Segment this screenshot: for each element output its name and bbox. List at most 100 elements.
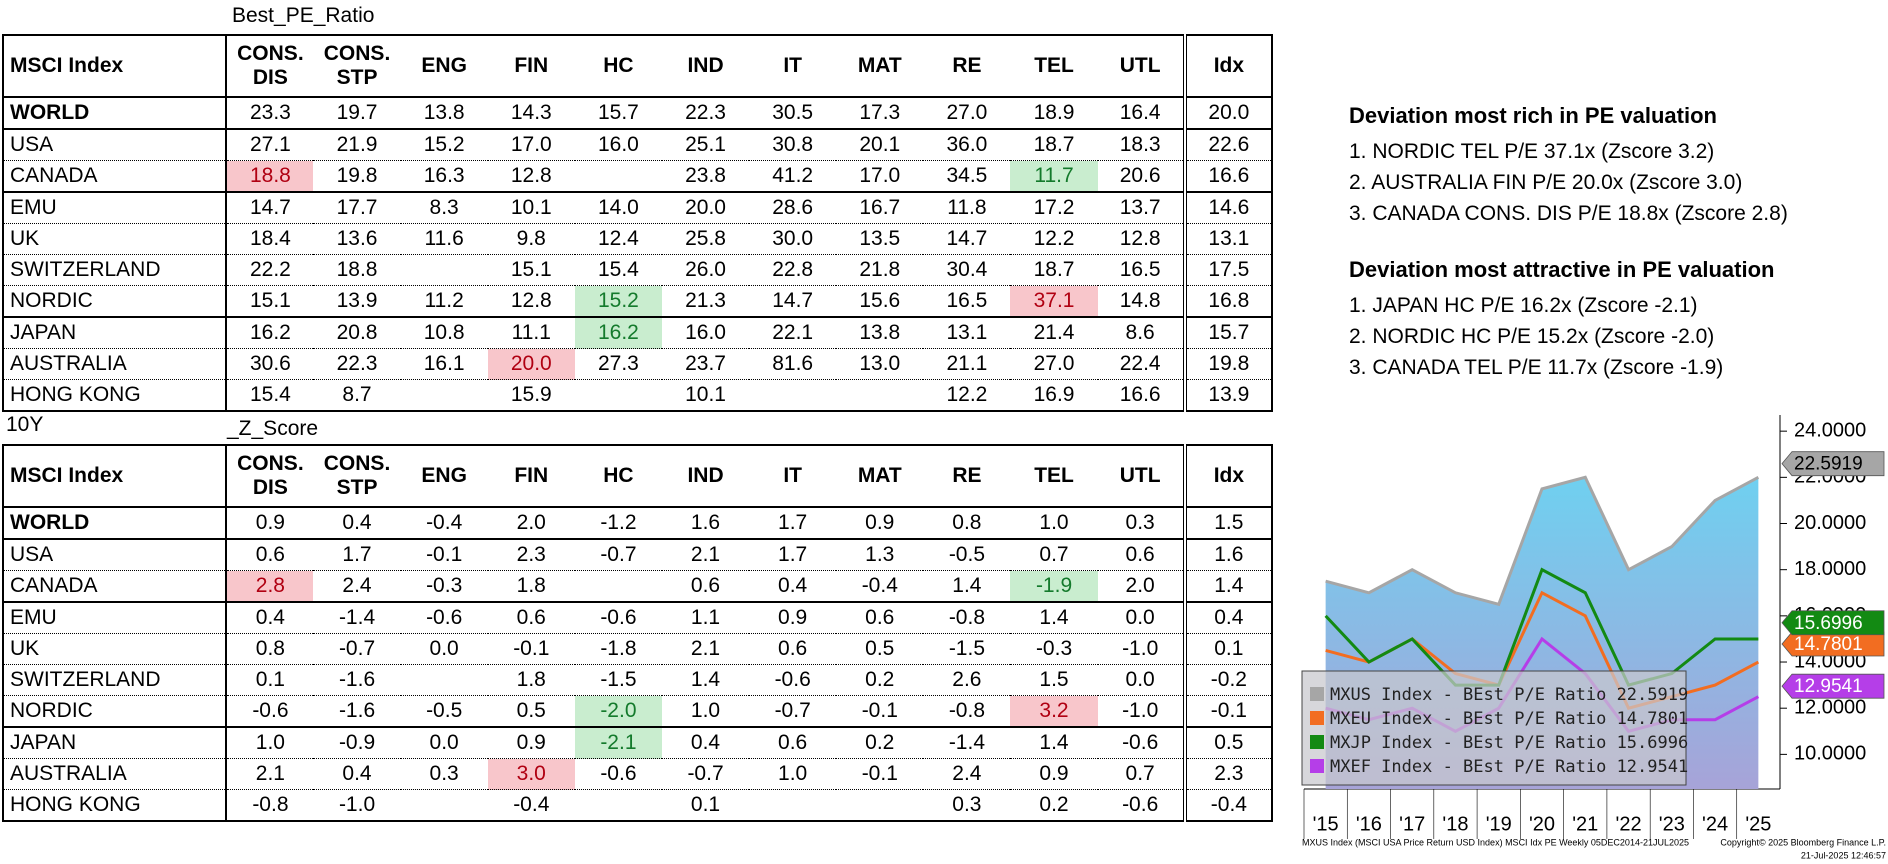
cell: 18.8 <box>313 254 401 286</box>
cell: -0.6 <box>749 664 837 696</box>
cell: 1.4 <box>1010 602 1098 634</box>
cell: 0.7 <box>1010 539 1098 571</box>
cell: -0.7 <box>313 633 401 665</box>
cell: 2.4 <box>313 570 401 603</box>
cell: 3.0 <box>487 758 575 790</box>
cell: 16.2 <box>574 317 662 349</box>
table-row: EMU 0.4 -1.4 -0.6 0.6 -0.6 1.1 0.9 0.6 -0.8 1.4 0.0… <box>3 602 1272 634</box>
cell <box>836 379 924 412</box>
pe-table: MSCI Index CONS. DIS CONS. STP ENG FIN HC IND I… <box>2 34 1273 412</box>
cell <box>574 379 662 412</box>
last-value-flag <box>1781 451 1885 477</box>
cell: 0.6 <box>836 602 924 634</box>
cell: 0.6 <box>487 602 575 634</box>
legend-label: MXEU Index - BEst P/E Ratio 14.7801 <box>1330 709 1688 729</box>
row-label: JAPAN <box>3 727 228 759</box>
cell: 0.0 <box>400 727 488 759</box>
last-value-flag <box>1781 631 1885 657</box>
cell: -1.6 <box>313 695 401 728</box>
cell: 13.9 <box>313 285 401 318</box>
cell: 1.8 <box>487 570 575 603</box>
cell: 1.7 <box>749 539 837 571</box>
cell <box>574 160 662 193</box>
x-tick-label: '20 <box>1529 813 1555 835</box>
cell: 13.8 <box>400 97 488 130</box>
cell: 17.0 <box>836 160 924 193</box>
row-label: HONG KONG <box>3 789 228 822</box>
cell: -0.1 <box>487 633 575 665</box>
cell: 2.1 <box>661 633 750 665</box>
cell: -0.1 <box>400 539 488 571</box>
cell: 15.9 <box>487 379 575 412</box>
cell: 0.0 <box>1097 602 1185 634</box>
cell: 15.4 <box>574 254 662 286</box>
cell: 0.6 <box>749 633 837 665</box>
cell: 10.8 <box>400 317 488 349</box>
cell: 14.8 <box>1097 285 1185 318</box>
cell: 0.8 <box>226 633 314 665</box>
cell: 12.8 <box>1097 223 1185 255</box>
cell: 1.6 <box>661 507 750 540</box>
cell: -1.9 <box>1010 570 1098 603</box>
cell <box>574 570 662 603</box>
cell: 16.0 <box>661 317 750 349</box>
cell: 0.9 <box>749 602 837 634</box>
cell: 1.0 <box>226 727 314 759</box>
cell: 22.2 <box>226 254 314 286</box>
y-tick-label: 18.0000 <box>1794 558 1866 580</box>
cell: 0.1 <box>1182 633 1272 665</box>
cell: 27.0 <box>923 97 1011 130</box>
cell: 14.3 <box>487 97 575 130</box>
cell: 11.1 <box>487 317 575 349</box>
cell: 12.2 <box>1010 223 1098 255</box>
column-header: CONS. STP <box>313 35 401 98</box>
cell: -1.6 <box>313 664 401 696</box>
cell: 19.8 <box>1182 348 1272 380</box>
cell: 16.8 <box>1182 285 1272 318</box>
cell: 21.3 <box>661 285 750 318</box>
y-tick-label: 10.0000 <box>1794 743 1866 765</box>
cell: 13.9 <box>1182 379 1272 412</box>
cell: -0.6 <box>226 695 314 728</box>
cell: 1.5 <box>1182 507 1272 540</box>
table-row: SWITZERLAND 22.2 18.8 15.1 15.4 26.0 22.8 21.8 3… <box>3 254 1272 286</box>
x-tick-label: '16 <box>1356 813 1382 835</box>
cell: -1.5 <box>574 664 662 696</box>
legend-label: MXUS Index - BEst P/E Ratio 22.5919 <box>1330 685 1688 705</box>
attractive-panel: Deviation most attractive in PE valuatio… <box>1349 257 1774 383</box>
cell: 20.1 <box>836 129 924 161</box>
cell: -0.4 <box>487 789 575 822</box>
row-label: JAPAN <box>3 317 228 349</box>
cell: 10.1 <box>487 192 575 224</box>
column-header: HC <box>574 35 662 98</box>
cell: 0.2 <box>836 727 924 759</box>
cell: 10.1 <box>661 379 750 412</box>
cell: 15.4 <box>226 379 314 412</box>
cell: 0.6 <box>1097 539 1185 571</box>
cell: -1.5 <box>923 633 1011 665</box>
cell <box>836 789 924 822</box>
cell: -0.6 <box>1097 727 1185 759</box>
cell: -2.0 <box>574 695 662 728</box>
row-label: WORLD <box>3 507 228 540</box>
column-header: RE <box>923 35 1011 98</box>
cell: 15.1 <box>487 254 575 286</box>
cell: 12.8 <box>487 285 575 318</box>
panel-item: 3. CANADA CONS. DIS P/E 18.8x (Zscore 2.… <box>1349 202 1788 225</box>
cell: 1.6 <box>1182 539 1272 571</box>
legend-swatch <box>1310 687 1324 701</box>
cell: -1.0 <box>313 789 401 822</box>
cell: 0.7 <box>1097 758 1185 790</box>
cell: -0.2 <box>1182 664 1272 696</box>
cell <box>574 789 662 822</box>
last-value-flag <box>1781 673 1885 699</box>
table-row: JAPAN 1.0 -0.9 0.0 0.9 -2.1 0.4 0.6 0.2 -1.4 1.4 -0… <box>3 727 1272 759</box>
cell: 0.4 <box>1182 602 1272 634</box>
cell: 16.5 <box>1097 254 1185 286</box>
cell: -0.6 <box>400 602 488 634</box>
cell: 1.8 <box>487 664 575 696</box>
cell <box>400 664 488 696</box>
cell: 12.2 <box>923 379 1011 412</box>
cell: 17.0 <box>487 129 575 161</box>
cell: 16.1 <box>400 348 488 380</box>
